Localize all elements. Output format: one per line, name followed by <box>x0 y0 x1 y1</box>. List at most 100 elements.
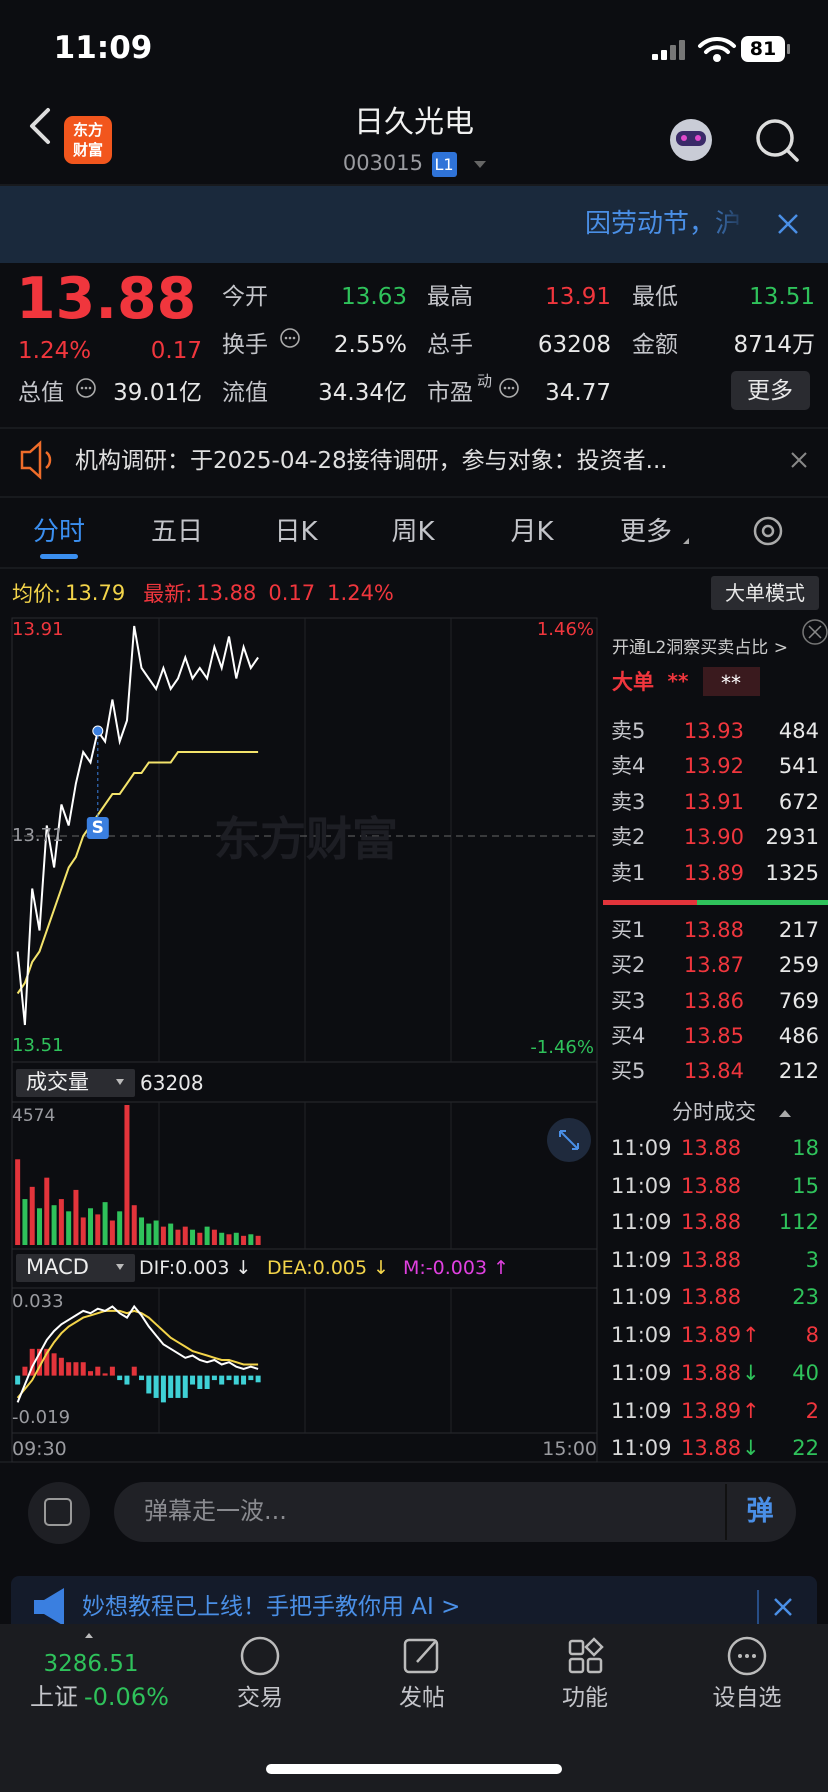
notice-close[interactable] <box>791 452 807 468</box>
volume-bar <box>22 1199 28 1245</box>
y-tick-label: -0.019 <box>12 1407 71 1429</box>
book-price: 13.91 <box>683 790 744 815</box>
volume-bar <box>139 1217 145 1245</box>
l2-promo[interactable]: 开通L2洞察买卖占比 > <box>612 638 788 659</box>
latest-value: 13.88 <box>196 580 257 605</box>
dea-label: DEA:0.005 ↓ <box>267 1256 390 1279</box>
macd-histogram-bar <box>66 1362 72 1376</box>
macd-selector-bg[interactable] <box>16 1254 135 1282</box>
field-value: 34.34亿 <box>318 379 407 406</box>
index-change: -0.06% <box>84 1683 169 1712</box>
more-button-bg[interactable] <box>731 371 810 410</box>
volume-selector-bg[interactable] <box>16 1069 135 1097</box>
macd-histogram-bar <box>117 1375 123 1381</box>
battery-level: 81 <box>749 37 777 60</box>
tab[interactable]: 分时 <box>32 516 86 547</box>
macd-histogram-bar <box>51 1353 57 1376</box>
trade-time: 11:09 <box>611 1210 672 1235</box>
trade-arrow: ↑ <box>742 1399 760 1424</box>
book-label: 卖2 <box>611 825 646 850</box>
text-row: 均价: 13.79 最新: 13.88 0.17 1.24% <box>12 578 394 607</box>
x-tick-label: 09:30 <box>12 1437 67 1460</box>
nav-item[interactable]: 功能 <box>562 1684 608 1711</box>
macd-histogram-bar <box>102 1373 108 1376</box>
volume-bar <box>146 1223 152 1245</box>
tab[interactable]: 月K <box>510 516 554 547</box>
right-axis-label: 1.46% <box>536 619 594 641</box>
nav-item[interactable]: 交易 <box>237 1684 283 1711</box>
macd-histogram-bar <box>197 1375 203 1389</box>
macd-histogram-bar <box>58 1357 64 1376</box>
promo-text[interactable]: 妙想教程已上线！手把手教你用 AI > <box>82 1593 461 1620</box>
book-price: 13.87 <box>683 953 744 978</box>
dif-label: DIF:0.003 ↓ <box>139 1256 252 1279</box>
macd-selector[interactable]: MACD <box>26 1255 89 1280</box>
macd-histogram-bar <box>44 1348 50 1376</box>
macd-histogram-bar <box>73 1362 79 1376</box>
nav-item[interactable]: 设自选 <box>712 1684 782 1711</box>
volume-selector[interactable]: 成交量 <box>26 1070 89 1095</box>
trades-caret <box>779 1110 791 1117</box>
watermark: 东方财富 <box>214 811 398 866</box>
macd-histogram-bar <box>204 1375 210 1389</box>
tab[interactable]: 更多 <box>619 516 673 547</box>
book-price: 13.92 <box>683 754 744 779</box>
nav-item[interactable]: 发帖 <box>399 1684 445 1711</box>
trade-volume: 8 <box>805 1323 819 1348</box>
mode-button-bg[interactable] <box>711 576 819 610</box>
volume-bar <box>88 1208 94 1245</box>
big-order-label: 大单 <box>612 670 654 695</box>
tab[interactable]: 五日 <box>150 516 204 547</box>
volume-bar <box>226 1234 232 1245</box>
selector-caret <box>116 1264 124 1270</box>
info-dots <box>80 336 515 390</box>
tab[interactable]: 日K <box>274 516 318 547</box>
trade-volume: 40 <box>792 1361 819 1386</box>
macd-histogram-bar <box>109 1366 115 1376</box>
mode-button[interactable]: 大单模式 <box>725 581 805 605</box>
y-tick-label: 4574 <box>12 1106 56 1127</box>
promo-close[interactable] <box>774 1598 792 1616</box>
notice-text[interactable]: 机构调研：于2025-04-28接待调研，参与对象：投资者... <box>75 447 668 474</box>
book-volume: 212 <box>778 1059 819 1084</box>
book-price: 13.89 <box>683 861 744 886</box>
m-label: M:-0.003 ↑ <box>403 1256 510 1279</box>
y-tick-label: 13.91 <box>12 619 64 641</box>
danmaku-button[interactable]: 弹 <box>746 1496 774 1528</box>
comment-input[interactable] <box>114 1482 796 1542</box>
index-value[interactable]: 3286.51 <box>43 1650 139 1677</box>
robot-icon[interactable] <box>670 119 712 161</box>
latest-label: 最新: <box>143 582 193 606</box>
macd-histogram-bar <box>182 1375 188 1398</box>
search-button[interactable] <box>756 119 799 162</box>
trade-volume: 2 <box>805 1399 819 1424</box>
level-badge <box>432 152 457 177</box>
back-button[interactable] <box>30 108 50 144</box>
more-button[interactable]: 更多 <box>747 377 793 404</box>
vertical-grid <box>158 618 452 1433</box>
volume-bar <box>73 1189 79 1245</box>
banner-text: 因劳动节，沪 <box>585 208 742 239</box>
expand-button[interactable] <box>547 1118 591 1162</box>
field-label: 流值 <box>222 379 268 406</box>
macd-histogram-bar <box>211 1375 217 1381</box>
ratio-bar-buy <box>603 900 697 905</box>
book-label: 买3 <box>611 989 646 1014</box>
volume-bar <box>197 1232 203 1245</box>
tab[interactable]: 周K <box>391 516 435 547</box>
index-name: 上证 <box>30 1683 78 1712</box>
comment-placeholder[interactable]: 弹幕走一波... <box>144 1497 287 1526</box>
change-percent: 1.24% <box>18 337 92 364</box>
settings-button[interactable] <box>753 516 783 546</box>
logo-text: 东方 <box>72 120 104 139</box>
field-value: 34.77 <box>545 379 611 406</box>
comment-icon-bg[interactable] <box>28 1482 90 1544</box>
macd-histogram-bar <box>22 1366 28 1376</box>
book-volume: 672 <box>778 790 819 815</box>
banner-close[interactable] <box>778 214 798 234</box>
dropdown-caret[interactable] <box>474 161 486 168</box>
panel-close[interactable] <box>802 619 828 645</box>
macd-histogram-bar <box>15 1375 21 1385</box>
